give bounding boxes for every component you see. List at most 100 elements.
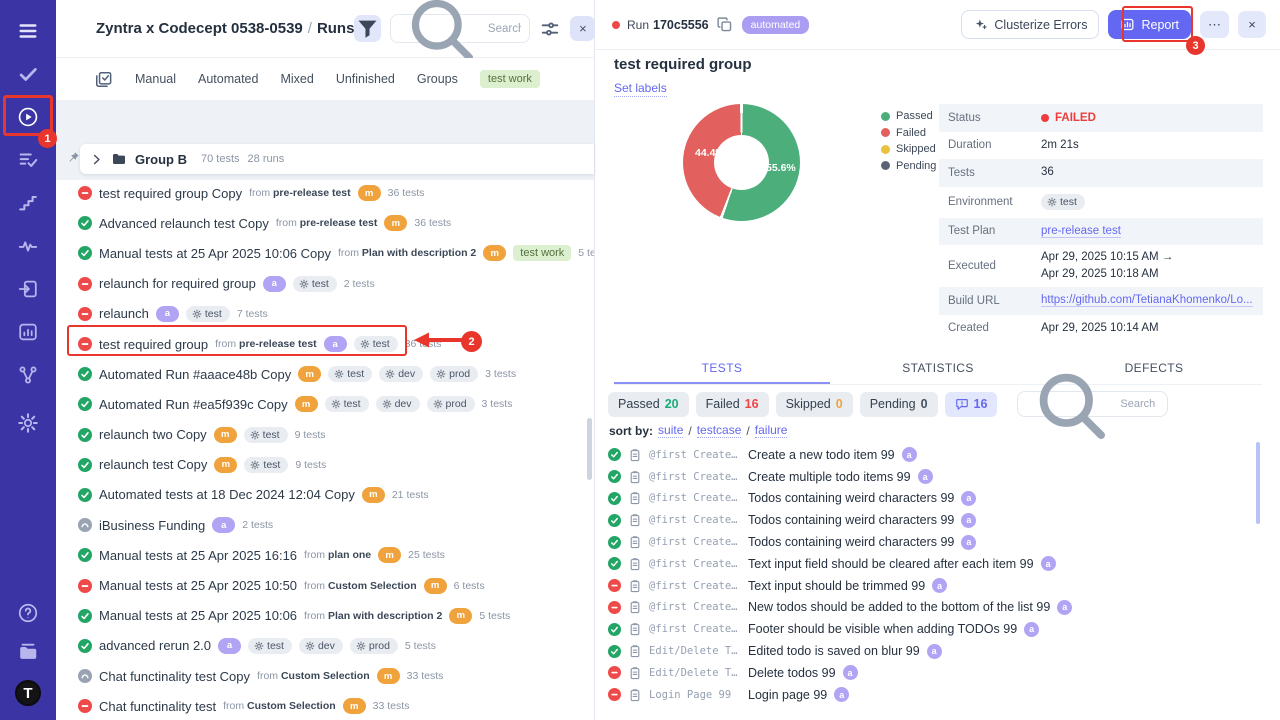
comments-filter-chip[interactable]: 16 — [944, 391, 998, 417]
more-actions-button[interactable]: ⋯ — [1200, 11, 1229, 38]
run-row[interactable]: relaunch for required group a test 2 tests — [56, 269, 586, 299]
runs-scrollbar[interactable] — [587, 418, 592, 480]
run-row[interactable]: test required group Copy from pre-release… — [56, 178, 586, 208]
run-row[interactable]: Advanced relaunch test Copy from pre-rele… — [56, 208, 586, 238]
filter-chip-pending[interactable]: Pending 0 — [859, 391, 938, 417]
comment-icon — [955, 397, 969, 411]
comments-count: 16 — [973, 397, 988, 411]
run-type-chip[interactable]: automated — [741, 15, 810, 34]
run-row[interactable]: Manual tests at 25 Apr 2025 10:06 Copy fr… — [56, 238, 609, 268]
set-labels-link[interactable]: Set labels — [614, 81, 667, 97]
test-row[interactable]: Edit/Delete T… Delete todos 99 a — [608, 662, 1262, 684]
runs-tab-groups[interactable]: Groups — [416, 72, 458, 86]
suite-name: @first Create… — [649, 470, 738, 483]
run-type-badge: m — [361, 486, 385, 503]
runs-tab-automated[interactable]: Automated — [198, 72, 259, 86]
tab-statistics[interactable]: STATISTICS — [902, 361, 974, 375]
menu-icon[interactable] — [17, 20, 39, 42]
run-name: Chat functinality test — [99, 698, 217, 714]
view-settings-button[interactable] — [539, 18, 561, 40]
gear-icon — [305, 641, 315, 651]
run-row[interactable]: Manual tests at 25 Apr 2025 10:06 from Pl… — [56, 601, 586, 631]
user-avatar[interactable]: T — [15, 680, 41, 706]
run-row[interactable]: Automated Run #aaace48b Copy m test dev prod… — [56, 359, 586, 389]
chevron-right-icon[interactable] — [90, 153, 103, 166]
run-source: from pre-release test — [275, 217, 378, 230]
run-row[interactable]: Manual tests at 25 Apr 2025 10:50 from Cu… — [56, 570, 586, 600]
run-row[interactable]: Automated tests at 18 Dec 2024 12:04 Cop… — [56, 480, 586, 510]
runs-panel-close-button[interactable]: × — [570, 16, 596, 41]
detail-header: Run 170c5556 automated Clusterize Errors… — [595, 0, 1280, 50]
runs-search-input[interactable] — [487, 22, 522, 35]
filter-chip-passed[interactable]: Passed 20 — [608, 391, 689, 417]
detail-close-button[interactable]: × — [1238, 11, 1266, 38]
run-row[interactable]: advanced rerun 2.0 a test dev prod 5 tests — [56, 631, 586, 661]
sort-by-testcase[interactable]: testcase — [696, 423, 742, 438]
test-row[interactable]: Login Page 99 Login page 99 a — [608, 684, 1262, 706]
tab-tests[interactable]: TESTS — [614, 355, 830, 384]
filter-chip-skipped[interactable]: Skipped 0 — [775, 391, 853, 417]
sort-by-suite[interactable]: suite — [658, 423, 684, 438]
gear-icon — [192, 309, 202, 319]
tests-scrollbar[interactable] — [1256, 442, 1260, 524]
list-check-icon[interactable] — [17, 149, 39, 171]
run-row[interactable]: relaunch a test 7 tests — [56, 299, 586, 329]
pin-icon[interactable] — [66, 150, 81, 165]
report-box-icon[interactable] — [17, 321, 39, 343]
test-row[interactable]: @first Create… Text input should be trim… — [608, 575, 1262, 597]
test-type-badge: a — [1024, 621, 1040, 637]
gear-icon — [254, 641, 264, 651]
run-row[interactable]: test required group from pre-release test… — [56, 329, 586, 359]
runs-tab-unfinished[interactable]: Unfinished — [335, 72, 395, 86]
test-row[interactable]: @first Create… Text input field should b… — [608, 553, 1262, 575]
runs-play-icon[interactable] — [17, 106, 39, 128]
copy-icon[interactable] — [716, 16, 733, 33]
filter-chip-failed[interactable]: Failed 16 — [695, 391, 769, 417]
import-icon[interactable] — [17, 278, 39, 300]
test-row[interactable]: @first Create… Todos containing weird ch… — [608, 488, 1262, 510]
test-row[interactable]: @first Create… Footer should be visible … — [608, 618, 1262, 640]
group-row[interactable]: Group B 70 tests 28 runs — [80, 144, 594, 174]
clusterize-errors-button[interactable]: Clusterize Errors — [961, 10, 1100, 39]
run-row[interactable]: Chat functinality test from Custom Select… — [56, 691, 586, 720]
tab-defects[interactable]: DEFECTS — [1124, 361, 1184, 375]
gear-icon[interactable] — [17, 412, 39, 434]
activity-icon[interactable] — [17, 235, 39, 257]
help-icon[interactable] — [17, 602, 39, 624]
run-name: Chat functinality test Copy — [99, 668, 251, 684]
runs-tab-mixed[interactable]: Mixed — [280, 72, 314, 86]
branch-icon[interactable] — [17, 364, 39, 386]
breadcrumb-runs: Runs — [316, 20, 355, 37]
status-passed-icon — [608, 622, 621, 636]
run-row[interactable]: relaunch two Copy m test 9 tests — [56, 420, 586, 450]
test-row[interactable]: @first Create… Create multiple todo item… — [608, 466, 1262, 488]
report-button[interactable]: Report — [1108, 10, 1191, 39]
select-all-icon[interactable] — [94, 70, 113, 89]
info-link[interactable]: pre-release test — [1041, 224, 1121, 238]
test-row[interactable]: @first Create… Todos containing weird ch… — [608, 531, 1262, 553]
label-filter-chip[interactable]: test work — [479, 70, 540, 88]
run-type-badge: a — [212, 517, 236, 534]
filter-button[interactable] — [354, 15, 382, 42]
run-row[interactable]: Chat functinality test Copy from Custom S… — [56, 661, 586, 691]
run-row[interactable]: iBusiness Funding a 2 tests — [56, 510, 586, 540]
environment-chip: test — [1041, 194, 1085, 210]
runs-tab-manual[interactable]: Manual — [135, 72, 176, 86]
tests-search[interactable] — [1017, 373, 1169, 440]
run-status-dot — [612, 20, 620, 29]
tests-search-input[interactable] — [1120, 398, 1160, 410]
run-row[interactable]: relaunch test Copy m test 9 tests — [56, 450, 586, 480]
sort-by-failure[interactable]: failure — [754, 423, 788, 438]
tasks-check-icon[interactable] — [17, 63, 39, 85]
library-icon[interactable] — [17, 641, 39, 663]
run-row[interactable]: Automated Run #ea5f939c Copy m test dev prod… — [56, 389, 586, 419]
test-row[interactable]: @first Create… New todos should be added… — [608, 597, 1262, 619]
run-tests-count: 9 tests — [295, 458, 327, 471]
steps-icon[interactable] — [17, 192, 39, 214]
runs-search[interactable] — [390, 0, 531, 62]
test-row[interactable]: @first Create… Todos containing weird ch… — [608, 509, 1262, 531]
info-link[interactable]: https://github.com/TetianaKhomenko/Lo... — [1041, 294, 1253, 308]
run-row[interactable]: Manual tests at 25 Apr 2025 16:16 from pl… — [56, 540, 586, 570]
test-row[interactable]: Edit/Delete T… Edited todo is saved on b… — [608, 640, 1262, 662]
test-row[interactable]: @first Create… Create a new todo item 99… — [608, 444, 1262, 466]
